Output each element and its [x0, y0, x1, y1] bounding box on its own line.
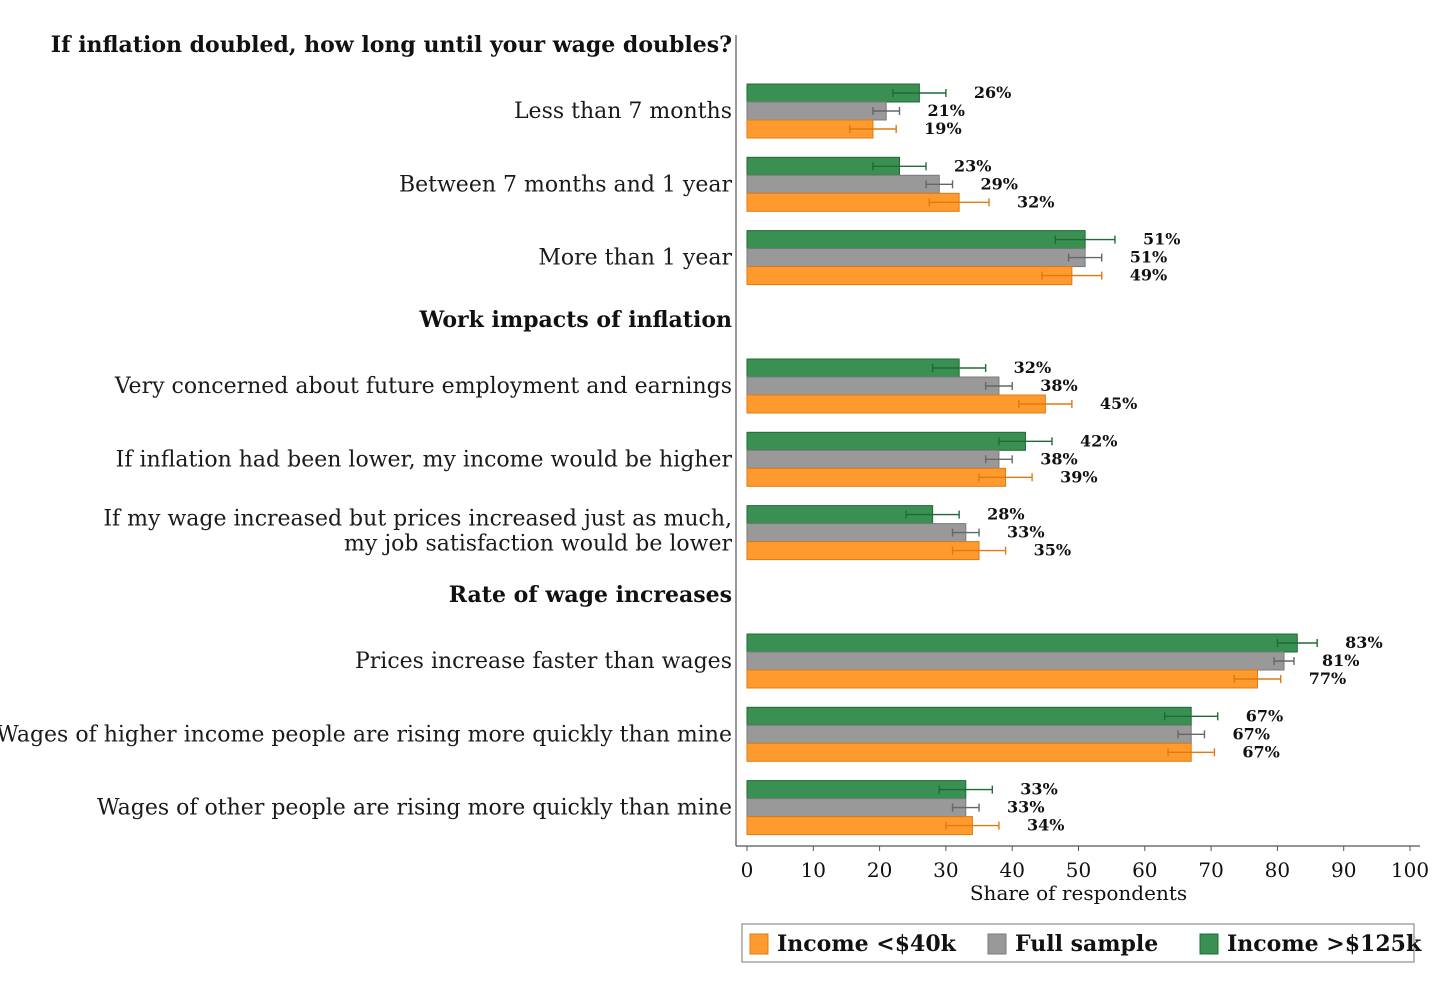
legend-label: Income <$40k: [777, 931, 957, 957]
x-axis-title: Share of respondents: [970, 881, 1187, 905]
data-label: 67%: [1232, 724, 1269, 743]
category-label: Wages of other people are rising more qu…: [97, 796, 732, 821]
data-label: 83%: [1345, 633, 1382, 652]
bar: [746, 780, 967, 800]
bar: [746, 505, 934, 525]
data-label: 51%: [1143, 230, 1180, 249]
bar: [746, 431, 1026, 451]
category-label: More than 1 year: [538, 246, 732, 271]
category-label: Between 7 months and 1 year: [399, 172, 733, 197]
data-label: 42%: [1080, 431, 1117, 450]
data-label: 67%: [1242, 742, 1279, 761]
data-label: 33%: [1020, 780, 1057, 799]
bar: [746, 742, 1192, 762]
legend-label: Income >$125k: [1227, 931, 1422, 957]
group-header: Work impacts of inflation: [418, 307, 732, 333]
bar: [746, 706, 1192, 726]
bar: [746, 467, 1007, 487]
x-tick-label: 30: [933, 858, 958, 882]
x-tick-label: 0: [741, 858, 754, 882]
category-label: my job satisfaction would be lower: [344, 532, 732, 557]
data-label: 81%: [1322, 651, 1359, 670]
data-label: 45%: [1100, 394, 1137, 413]
x-tick-label: 40: [999, 858, 1024, 882]
bar: [746, 523, 967, 543]
bar: [746, 192, 960, 212]
x-tick-label: 70: [1198, 858, 1223, 882]
bar: [746, 266, 1073, 286]
group-header: If inflation doubled, how long until you…: [51, 32, 732, 58]
data-label: 32%: [1017, 192, 1054, 211]
group-header: Rate of wage increases: [449, 582, 732, 608]
data-label: 51%: [1130, 248, 1167, 267]
category-label: Less than 7 months: [514, 99, 732, 124]
bar: [746, 376, 1000, 396]
legend-swatch: [1199, 933, 1219, 955]
bar: [746, 101, 887, 121]
data-label: 33%: [1007, 523, 1044, 542]
legend-label: Full sample: [1015, 931, 1158, 957]
data-label: 33%: [1007, 798, 1044, 817]
bar: [746, 633, 1298, 653]
category-label: If my wage increased but prices increase…: [103, 507, 732, 532]
category-label: Prices increase faster than wages: [355, 649, 732, 674]
x-tick-label: 100: [1391, 858, 1429, 882]
bar: [746, 230, 1086, 250]
data-label: 28%: [987, 505, 1024, 524]
data-label: 26%: [974, 83, 1011, 102]
data-label: 32%: [1014, 358, 1051, 377]
bar: [746, 651, 1285, 671]
data-label: 39%: [1060, 467, 1097, 486]
data-label: 38%: [1040, 449, 1077, 468]
bar: [746, 174, 940, 194]
data-label: 19%: [924, 119, 961, 138]
bar: [746, 724, 1192, 744]
data-label: 49%: [1130, 266, 1167, 285]
bar: [746, 394, 1046, 414]
legend-box: [741, 923, 1415, 963]
data-label: 77%: [1309, 669, 1346, 688]
x-tick-label: 80: [1265, 858, 1290, 882]
data-label: 29%: [981, 174, 1018, 193]
x-tick-label: 50: [1066, 858, 1091, 882]
x-tick-label: 60: [1132, 858, 1157, 882]
bar: [746, 449, 1000, 469]
bar: [746, 816, 973, 836]
category-label: If inflation had been lower, my income w…: [116, 447, 733, 472]
bar: [746, 669, 1259, 689]
data-label: 67%: [1246, 706, 1283, 725]
bar: [746, 248, 1086, 268]
legend-swatch: [987, 933, 1007, 955]
category-label: Very concerned about future employment a…: [114, 374, 732, 399]
legend-swatch: [749, 933, 769, 955]
bar: [746, 798, 967, 818]
data-label: 23%: [954, 156, 991, 175]
bar: [746, 541, 980, 561]
category-label: Wages of higher income people are rising…: [0, 722, 732, 747]
bar: [746, 358, 960, 378]
x-tick-label: 10: [801, 858, 826, 882]
x-tick-label: 90: [1331, 858, 1356, 882]
data-label: 35%: [1034, 541, 1071, 560]
data-label: 21%: [927, 101, 964, 120]
x-tick-label: 20: [867, 858, 892, 882]
data-label: 34%: [1027, 816, 1064, 835]
data-label: 38%: [1040, 376, 1077, 395]
